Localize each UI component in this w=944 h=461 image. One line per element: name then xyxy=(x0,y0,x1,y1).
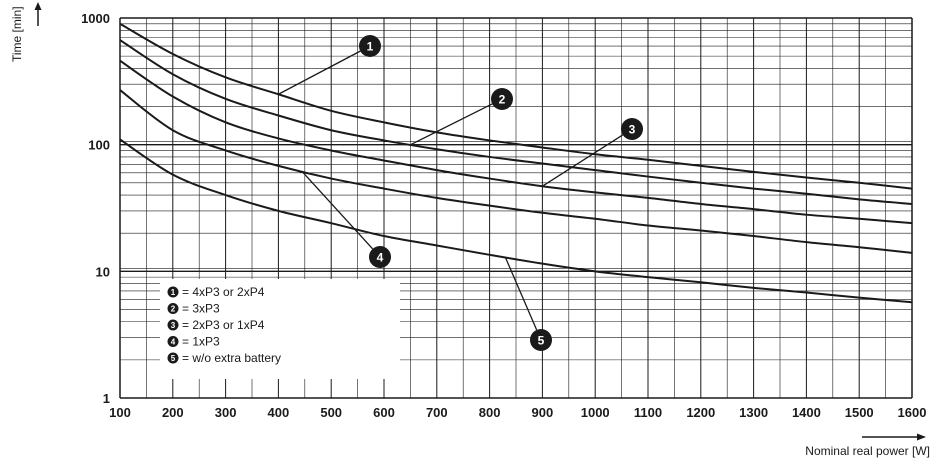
callout-number-3: 3 xyxy=(629,123,636,137)
callout-number-1: 1 xyxy=(367,40,374,54)
x-tick-label: 700 xyxy=(426,405,448,420)
callout-number-4: 4 xyxy=(377,251,384,265)
x-tick-label: 1000 xyxy=(581,405,610,420)
legend-label-5: = w/o extra battery xyxy=(182,351,281,365)
legend-marker-number: 4 xyxy=(171,338,176,347)
x-tick-label: 900 xyxy=(532,405,554,420)
callout-leader-3 xyxy=(542,134,624,187)
x-tick-label: 800 xyxy=(479,405,501,420)
y-tick-label: 100 xyxy=(88,138,110,153)
x-tick-label: 1100 xyxy=(634,405,662,420)
x-tick-label: 1500 xyxy=(845,405,874,420)
y-tick-label: 10 xyxy=(96,264,110,279)
x-tick-label: 100 xyxy=(109,405,131,420)
x-tick-label: 400 xyxy=(268,405,290,420)
callouts: 1 2 3 4 5 xyxy=(278,35,643,351)
callout-leader-1 xyxy=(278,50,361,95)
y-tick-labels: 1 10 100 1000 xyxy=(81,11,110,406)
legend-label-4: = 1xP3 xyxy=(182,335,220,349)
series-line-4 xyxy=(119,89,913,254)
x-tick-label: 1600 xyxy=(898,405,927,420)
series-line-1 xyxy=(119,22,913,190)
legend-marker-number: 1 xyxy=(171,288,176,297)
series-lines xyxy=(119,22,913,304)
callout-number-2: 2 xyxy=(499,93,506,107)
callout-badge-4 xyxy=(369,246,391,268)
x-tick-label: 1200 xyxy=(686,405,715,420)
callout-badge-1 xyxy=(359,35,381,57)
legend-label-2: = 3xP3 xyxy=(182,302,220,316)
callout-number-5: 5 xyxy=(538,334,545,348)
y-tick-label: 1000 xyxy=(81,11,110,26)
legend-marker-number: 2 xyxy=(171,305,176,314)
x-tick-label: 600 xyxy=(373,405,395,420)
x-axis-title: Nominal real power [W] xyxy=(805,444,930,458)
legend-marker-4 xyxy=(167,336,179,347)
y-tick-label: 1 xyxy=(103,391,110,406)
series-line-3 xyxy=(119,59,913,225)
x-tick-label: 200 xyxy=(162,405,184,420)
x-tick-labels: 100 200 300 400 500 600 700 800 900 1000 1100 1200 1… xyxy=(109,405,926,420)
series-line-5 xyxy=(119,138,913,304)
legend-marker-1 xyxy=(167,286,179,298)
legend-label-1: = 4xP3 or 2xP4 xyxy=(182,285,265,299)
callout-badge-2 xyxy=(491,88,513,110)
legend-marker-5 xyxy=(167,352,179,364)
y-axis-title: Time [min] xyxy=(10,6,24,62)
y-axis-arrow xyxy=(34,2,42,26)
x-axis-arrow xyxy=(862,433,926,441)
series-line-2 xyxy=(119,39,913,206)
legend-marker-2 xyxy=(167,303,179,314)
callout-badge-5 xyxy=(530,329,552,351)
callout-leader-4 xyxy=(301,171,374,250)
callout-leader-5 xyxy=(504,257,538,331)
x-tick-label: 500 xyxy=(320,405,342,420)
legend-label-3: = 2xP3 or 1xP4 xyxy=(182,318,265,332)
legend-marker-3 xyxy=(167,319,179,331)
legend-marker-number: 5 xyxy=(171,354,176,363)
callout-badge-3 xyxy=(621,118,643,140)
legend: 1 = 4xP3 or 2xP4 2 = 3xP3 3 = 2xP3 or 1xP4 4 = … xyxy=(167,285,281,365)
x-tick-label: 300 xyxy=(215,405,237,420)
x-tick-label: 1400 xyxy=(792,405,821,420)
legend-marker-number: 3 xyxy=(171,321,176,330)
legend-box xyxy=(160,279,400,379)
callout-leader-2 xyxy=(410,103,493,146)
x-tick-label: 1300 xyxy=(739,405,768,420)
